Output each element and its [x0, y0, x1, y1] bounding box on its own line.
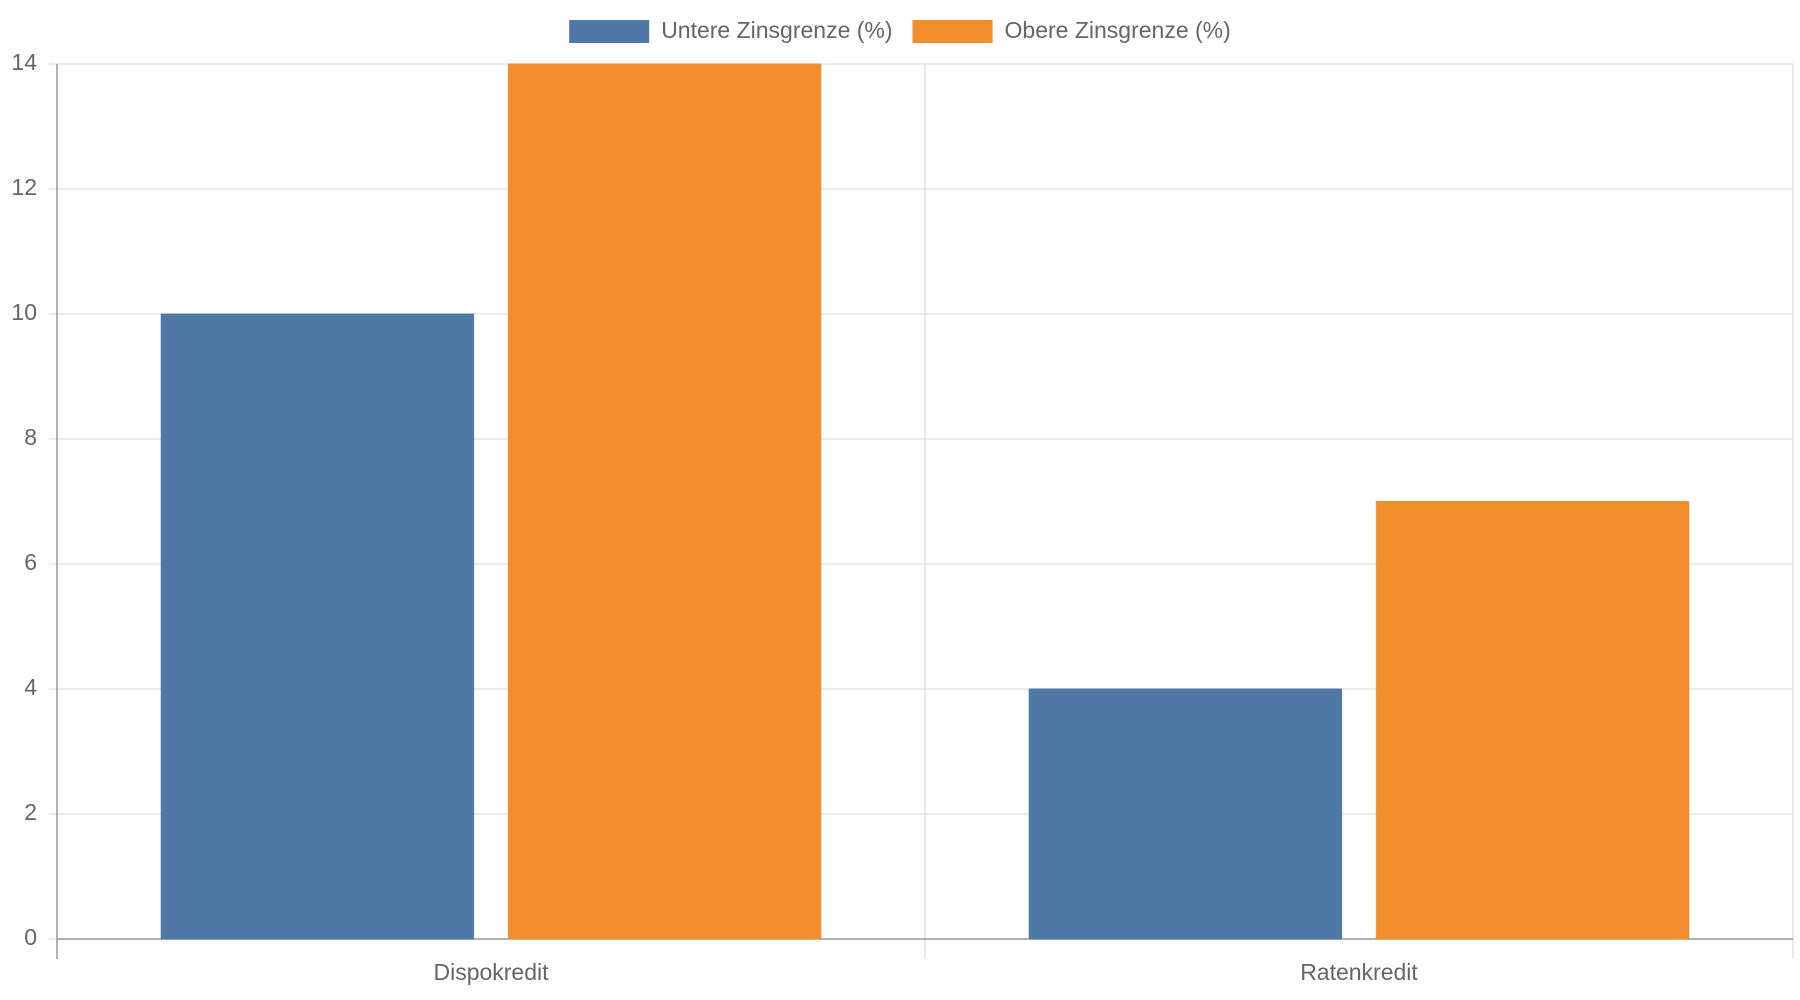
- y-tick-label: 0: [24, 924, 37, 950]
- bar: [1028, 688, 1343, 940]
- x-tick-label: Ratenkredit: [1300, 959, 1418, 985]
- y-tick-label: 12: [11, 174, 37, 200]
- y-tick-label: 6: [24, 549, 37, 575]
- x-tick-label: Dispokredit: [433, 959, 549, 985]
- y-tick-label: 14: [11, 49, 37, 75]
- legend-swatch: [912, 20, 993, 43]
- legend-swatch: [569, 20, 650, 43]
- legend-label: Untere Zinsgrenze (%): [661, 17, 892, 43]
- bar: [507, 63, 822, 940]
- bar: [160, 313, 475, 940]
- y-tick-label: 8: [24, 424, 37, 450]
- legend-label: Obere Zinsgrenze (%): [1005, 17, 1231, 43]
- y-tick-label: 10: [11, 299, 37, 325]
- y-tick-label: 4: [24, 674, 37, 700]
- bar: [1375, 501, 1690, 940]
- y-tick-label: 2: [24, 799, 37, 825]
